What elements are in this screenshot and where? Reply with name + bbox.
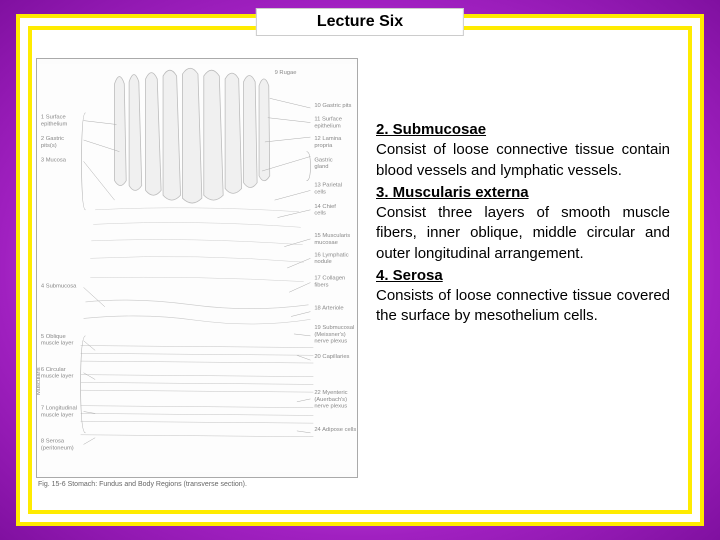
heading-muscularis: 3. Muscularis externa [376, 183, 670, 203]
svg-text:cells: cells [314, 189, 326, 195]
svg-text:epithelium: epithelium [314, 123, 341, 129]
svg-text:10 Gastric pits: 10 Gastric pits [314, 103, 351, 109]
svg-text:20 Capillaries: 20 Capillaries [314, 354, 349, 360]
svg-text:4 Submucosa: 4 Submucosa [41, 283, 77, 289]
svg-text:9 Rugae: 9 Rugae [275, 70, 297, 76]
svg-text:muscle layer: muscle layer [41, 341, 74, 347]
svg-text:nerve plexus: nerve plexus [314, 404, 347, 410]
svg-text:11 Surface: 11 Surface [314, 117, 342, 123]
svg-text:17 Collagen: 17 Collagen [314, 276, 345, 282]
svg-text:12 Lamina: 12 Lamina [314, 136, 342, 142]
svg-text:2 Gastric: 2 Gastric [41, 136, 64, 142]
svg-text:7 Longitudinal: 7 Longitudinal [41, 406, 77, 412]
svg-text:16 Lymphatic: 16 Lymphatic [314, 252, 348, 258]
svg-text:8 Serosa: 8 Serosa [41, 439, 65, 445]
svg-text:19 Submucosal: 19 Submucosal [314, 325, 354, 331]
svg-text:18 Arteriole: 18 Arteriole [314, 306, 343, 312]
content-area: 1 Surface epithelium 2 Gastric pits(s) 3… [32, 30, 688, 510]
svg-text:Muscularis: Muscularis [37, 367, 42, 395]
title-bar: Lecture Six [256, 8, 464, 36]
svg-text:mucosae: mucosae [314, 240, 338, 246]
body-muscularis: Consist three layers of smooth muscle fi… [376, 203, 670, 264]
svg-text:fibers: fibers [314, 282, 328, 288]
svg-text:muscle layer: muscle layer [41, 412, 74, 418]
heading-submucosae: 2. Submucosae [376, 120, 670, 140]
svg-text:5 Oblique: 5 Oblique [41, 334, 66, 340]
svg-text:13 Parietal: 13 Parietal [314, 183, 342, 189]
svg-text:(peritoneum): (peritoneum) [41, 445, 74, 451]
inner-frame: Lecture Six [28, 26, 692, 514]
figure-svg: 1 Surface epithelium 2 Gastric pits(s) 3… [37, 59, 357, 477]
svg-text:muscle layer: muscle layer [41, 374, 74, 380]
figure-area: 1 Surface epithelium 2 Gastric pits(s) 3… [32, 30, 362, 510]
svg-text:nerve plexus: nerve plexus [314, 339, 347, 345]
svg-text:Gastric: Gastric [314, 157, 332, 163]
svg-text:cells: cells [314, 211, 326, 217]
slide-title: Lecture Six [317, 13, 403, 30]
svg-text:24 Adipose cells: 24 Adipose cells [314, 427, 356, 433]
svg-text:(Meissner's): (Meissner's) [314, 332, 345, 338]
body-submucosae: Consist of loose connective tissue conta… [376, 140, 670, 181]
figure-caption: Fig. 15-6 Stomach: Fundus and Body Regio… [36, 478, 358, 492]
svg-text:6 Circular: 6 Circular [41, 367, 66, 373]
histology-figure: 1 Surface epithelium 2 Gastric pits(s) 3… [36, 58, 358, 478]
svg-text:3 Mucosa: 3 Mucosa [41, 157, 67, 163]
outer-frame: Lecture Six [16, 14, 704, 526]
fig-label-left: 1 Surface [41, 115, 66, 121]
svg-text:gland: gland [314, 164, 328, 170]
svg-text:14 Chief: 14 Chief [314, 204, 336, 210]
svg-text:(Auerbach's): (Auerbach's) [314, 397, 347, 403]
body-serosa: Consists of loose connective tissue cove… [376, 286, 670, 327]
svg-text:propria: propria [314, 143, 333, 149]
svg-text:22 Myenteric: 22 Myenteric [314, 390, 347, 396]
svg-text:pits(s): pits(s) [41, 143, 57, 149]
text-content: 2. Submucosae Consist of loose connectiv… [362, 30, 688, 510]
heading-serosa: 4. Serosa [376, 266, 670, 286]
svg-text:nodule: nodule [314, 259, 331, 265]
svg-text:epithelium: epithelium [41, 121, 68, 127]
svg-text:15 Muscularis: 15 Muscularis [314, 233, 350, 239]
